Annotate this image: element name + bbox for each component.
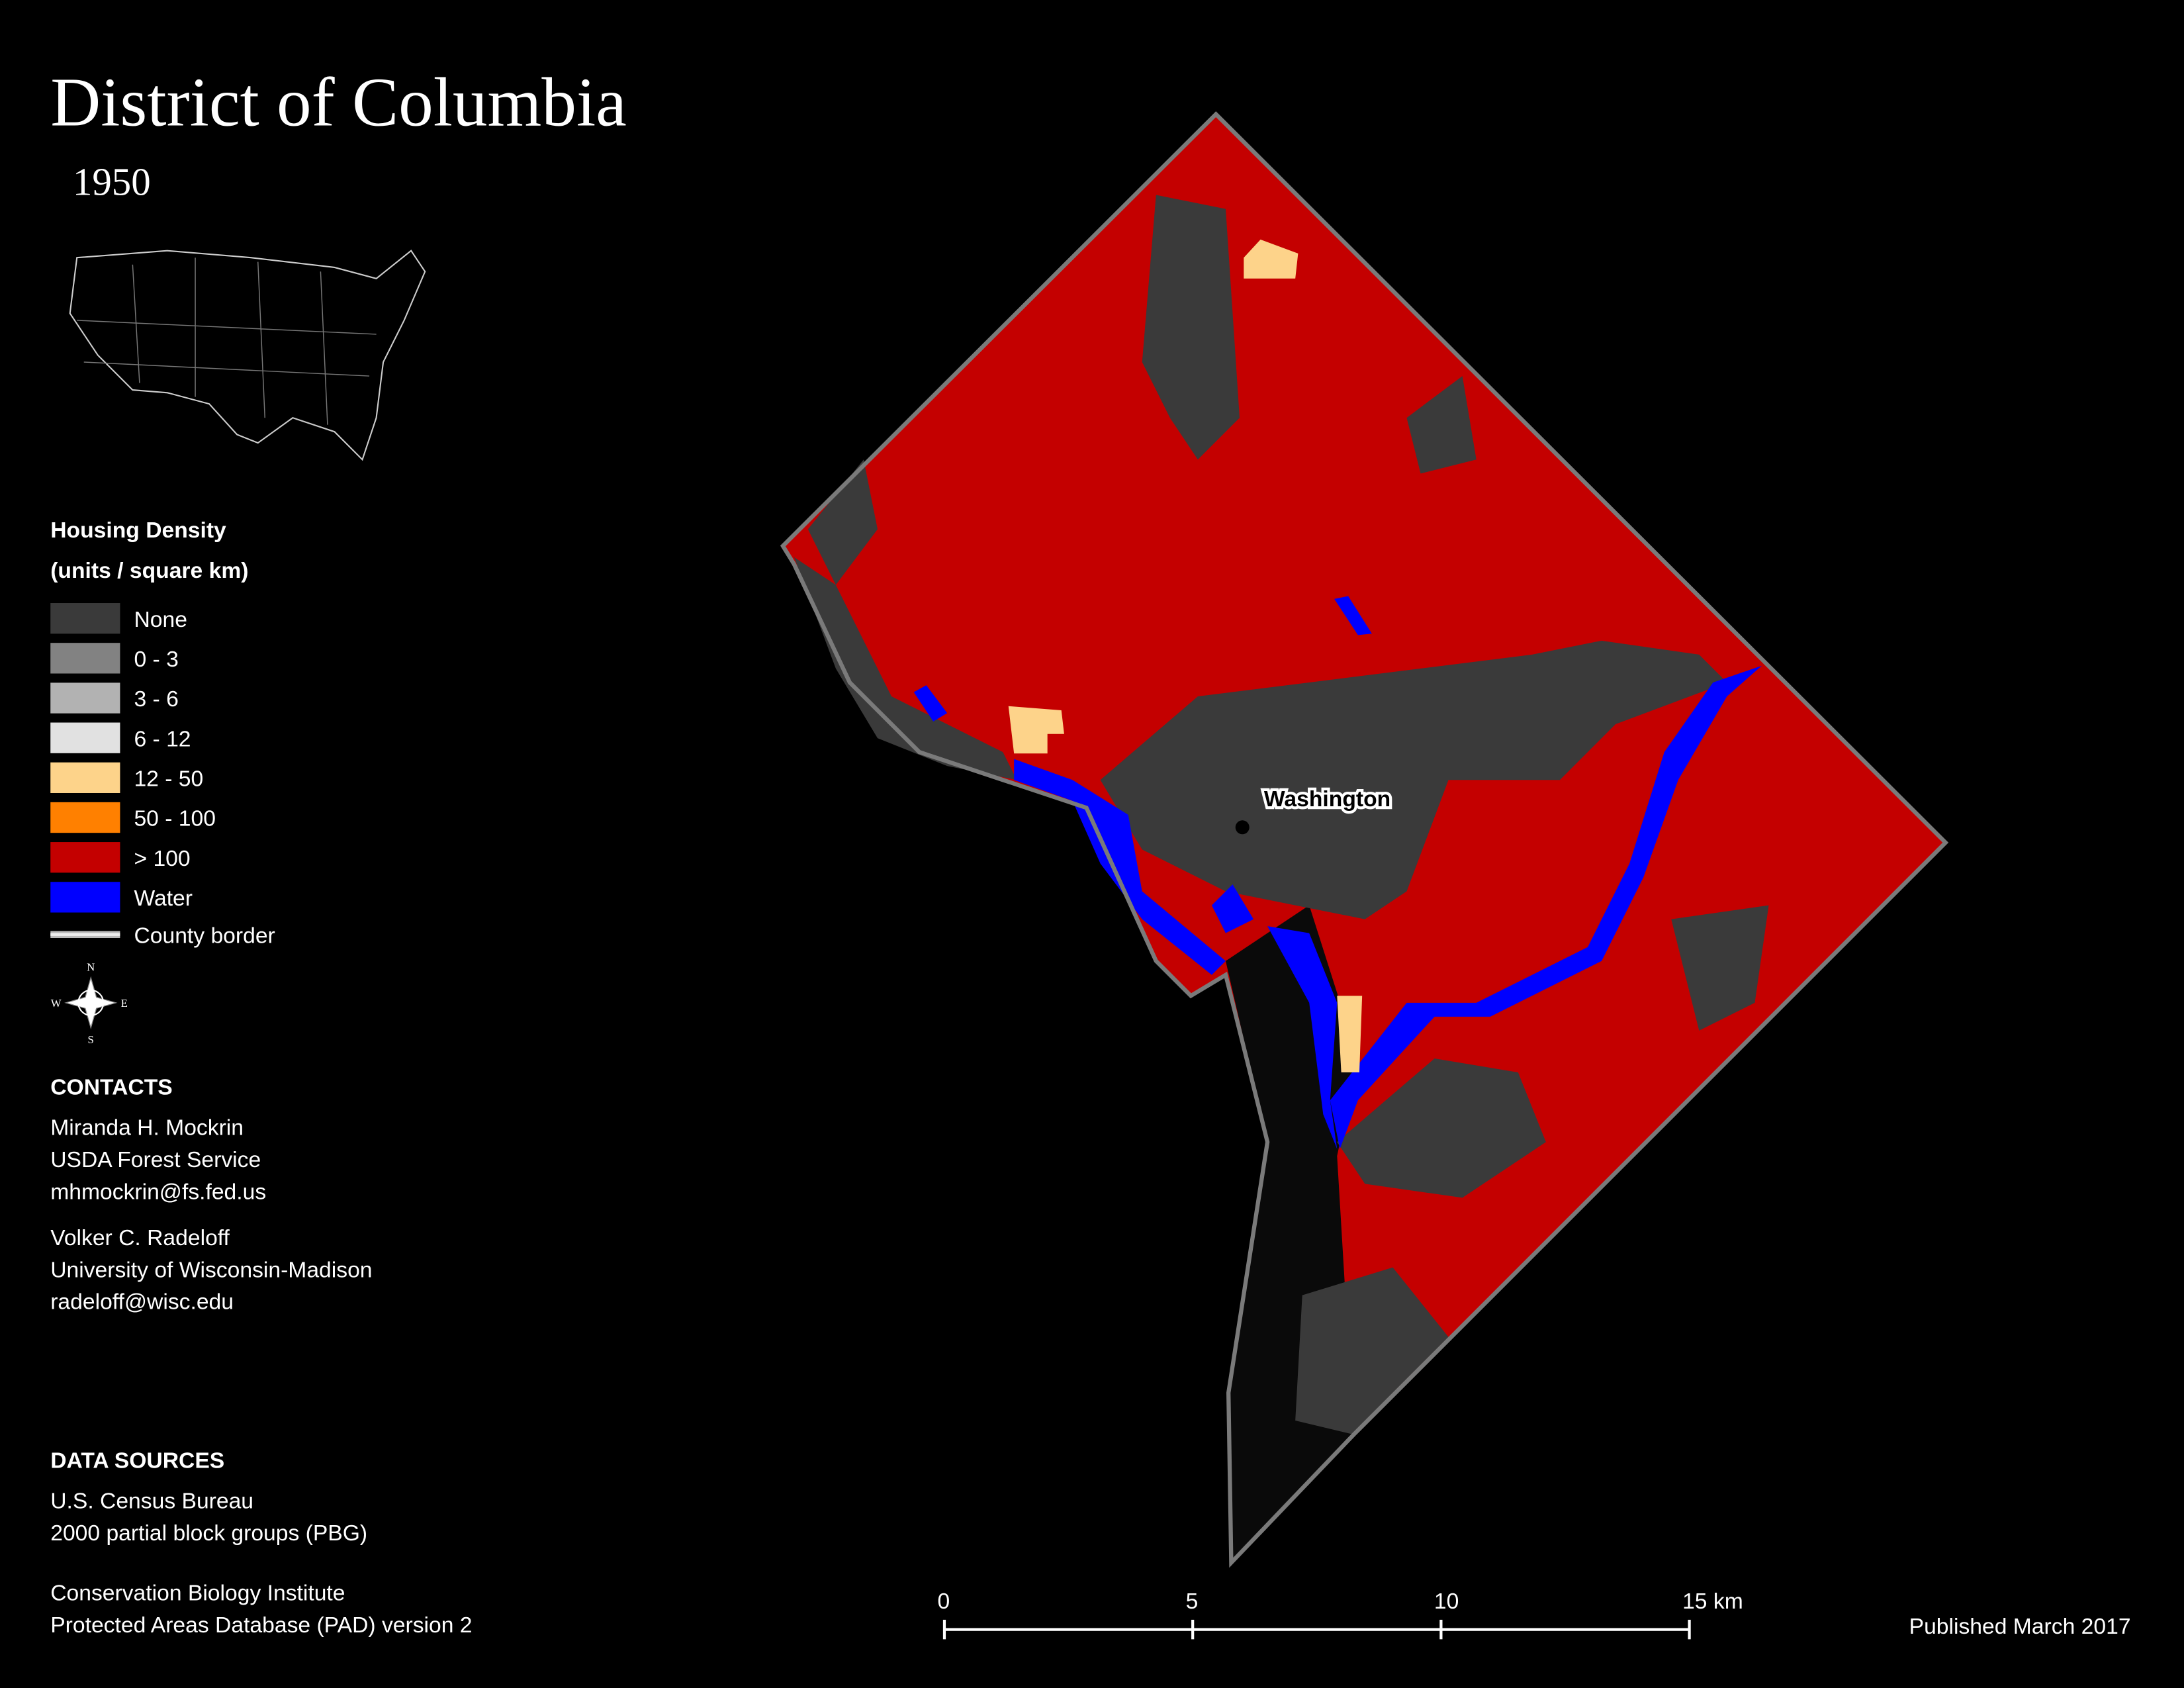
low-density-area xyxy=(1244,239,1298,279)
source-line: Protected Areas Database (PAD) version 2 xyxy=(50,1613,472,1638)
legend-label: 0 - 3 xyxy=(134,647,178,672)
legend-label: None xyxy=(134,608,187,632)
city-label: Washington xyxy=(1264,787,1390,812)
compass-w: W xyxy=(51,997,62,1009)
legend-label: Water xyxy=(134,886,193,911)
legend-label: 3 - 6 xyxy=(134,687,178,712)
none-area xyxy=(1142,195,1240,460)
none-area xyxy=(794,557,1017,780)
source-line: U.S. Census Bureau xyxy=(50,1489,253,1514)
published: Published March 2017 xyxy=(1909,1615,2131,1639)
water xyxy=(1014,759,1226,975)
none-area xyxy=(1406,376,1477,474)
subtitle: 1950 xyxy=(73,161,151,204)
legend-swatch xyxy=(50,682,120,714)
source-line: 2000 partial block groups (PBG) xyxy=(50,1521,367,1546)
compass-s: S xyxy=(88,1033,94,1046)
dc-map: Washington xyxy=(780,111,1949,1568)
legend-label: 50 - 100 xyxy=(134,807,216,831)
county-border xyxy=(780,111,1949,1568)
sources-heading: DATA SOURCES xyxy=(50,1449,224,1474)
contact-line: radeloff@wisc.edu xyxy=(50,1290,234,1315)
city-point xyxy=(1235,820,1250,835)
water xyxy=(1211,884,1254,933)
legend-swatch xyxy=(50,643,120,674)
none-area xyxy=(1671,905,1769,1031)
water xyxy=(913,685,948,722)
legend-swatch xyxy=(50,762,120,793)
contact-line: University of Wisconsin-Madison xyxy=(50,1258,372,1282)
scale-bar: 0 5 10 15 km xyxy=(937,1589,1743,1640)
title: District of Columbia xyxy=(50,63,627,140)
contact-line: USDA Forest Service xyxy=(50,1148,261,1172)
water xyxy=(1267,926,1338,1149)
legend-swatch xyxy=(50,842,120,873)
legend-units: (units / square km) xyxy=(50,559,248,583)
compass-n: N xyxy=(87,961,95,973)
scale-label: 0 xyxy=(937,1589,950,1614)
legend: None 0 - 3 3 - 6 6 - 12 12 - 50 50 - 100 > 100… xyxy=(50,603,216,913)
data-sources: U.S. Census Bureau 2000 partial block gro… xyxy=(50,1489,472,1638)
contact-line: Volker C. Radeloff xyxy=(50,1226,230,1250)
legend-swatch xyxy=(50,603,120,634)
scale-label: 10 xyxy=(1434,1589,1459,1614)
legend-label: County border xyxy=(134,923,275,948)
contacts: Miranda H. Mockrin USDA Forest Service mhm… xyxy=(50,1116,372,1315)
contacts-heading: CONTACTS xyxy=(50,1076,172,1100)
none-area xyxy=(807,459,878,585)
us-inset-map xyxy=(69,250,426,461)
legend-label: 6 - 12 xyxy=(134,727,191,751)
water xyxy=(1330,665,1762,1149)
scale-label: 15 km xyxy=(1682,1589,1743,1614)
source-line: Conservation Biology Institute xyxy=(50,1581,345,1605)
contact-line: Miranda H. Mockrin xyxy=(50,1116,244,1141)
compass: N E S W xyxy=(51,961,128,1045)
legend-swatch xyxy=(50,802,120,833)
legend-title: Housing Density xyxy=(50,518,226,543)
scale-label: 5 xyxy=(1186,1589,1199,1614)
none-area xyxy=(1337,1058,1546,1198)
legend-swatch xyxy=(50,722,120,753)
compass-e: E xyxy=(121,997,128,1009)
water xyxy=(1334,596,1372,635)
compass-ring xyxy=(77,989,105,1016)
legend-label: 12 - 50 xyxy=(134,767,203,791)
us-inset-states xyxy=(77,258,377,425)
legend-label: > 100 xyxy=(134,847,190,871)
none-area xyxy=(1100,640,1727,919)
low-density-area xyxy=(1337,996,1363,1073)
none-area xyxy=(1295,1267,1449,1435)
contact-line: mhmockrin@fs.fed.us xyxy=(50,1180,266,1205)
low-density-area xyxy=(1008,706,1064,754)
legend-swatch xyxy=(50,882,120,913)
